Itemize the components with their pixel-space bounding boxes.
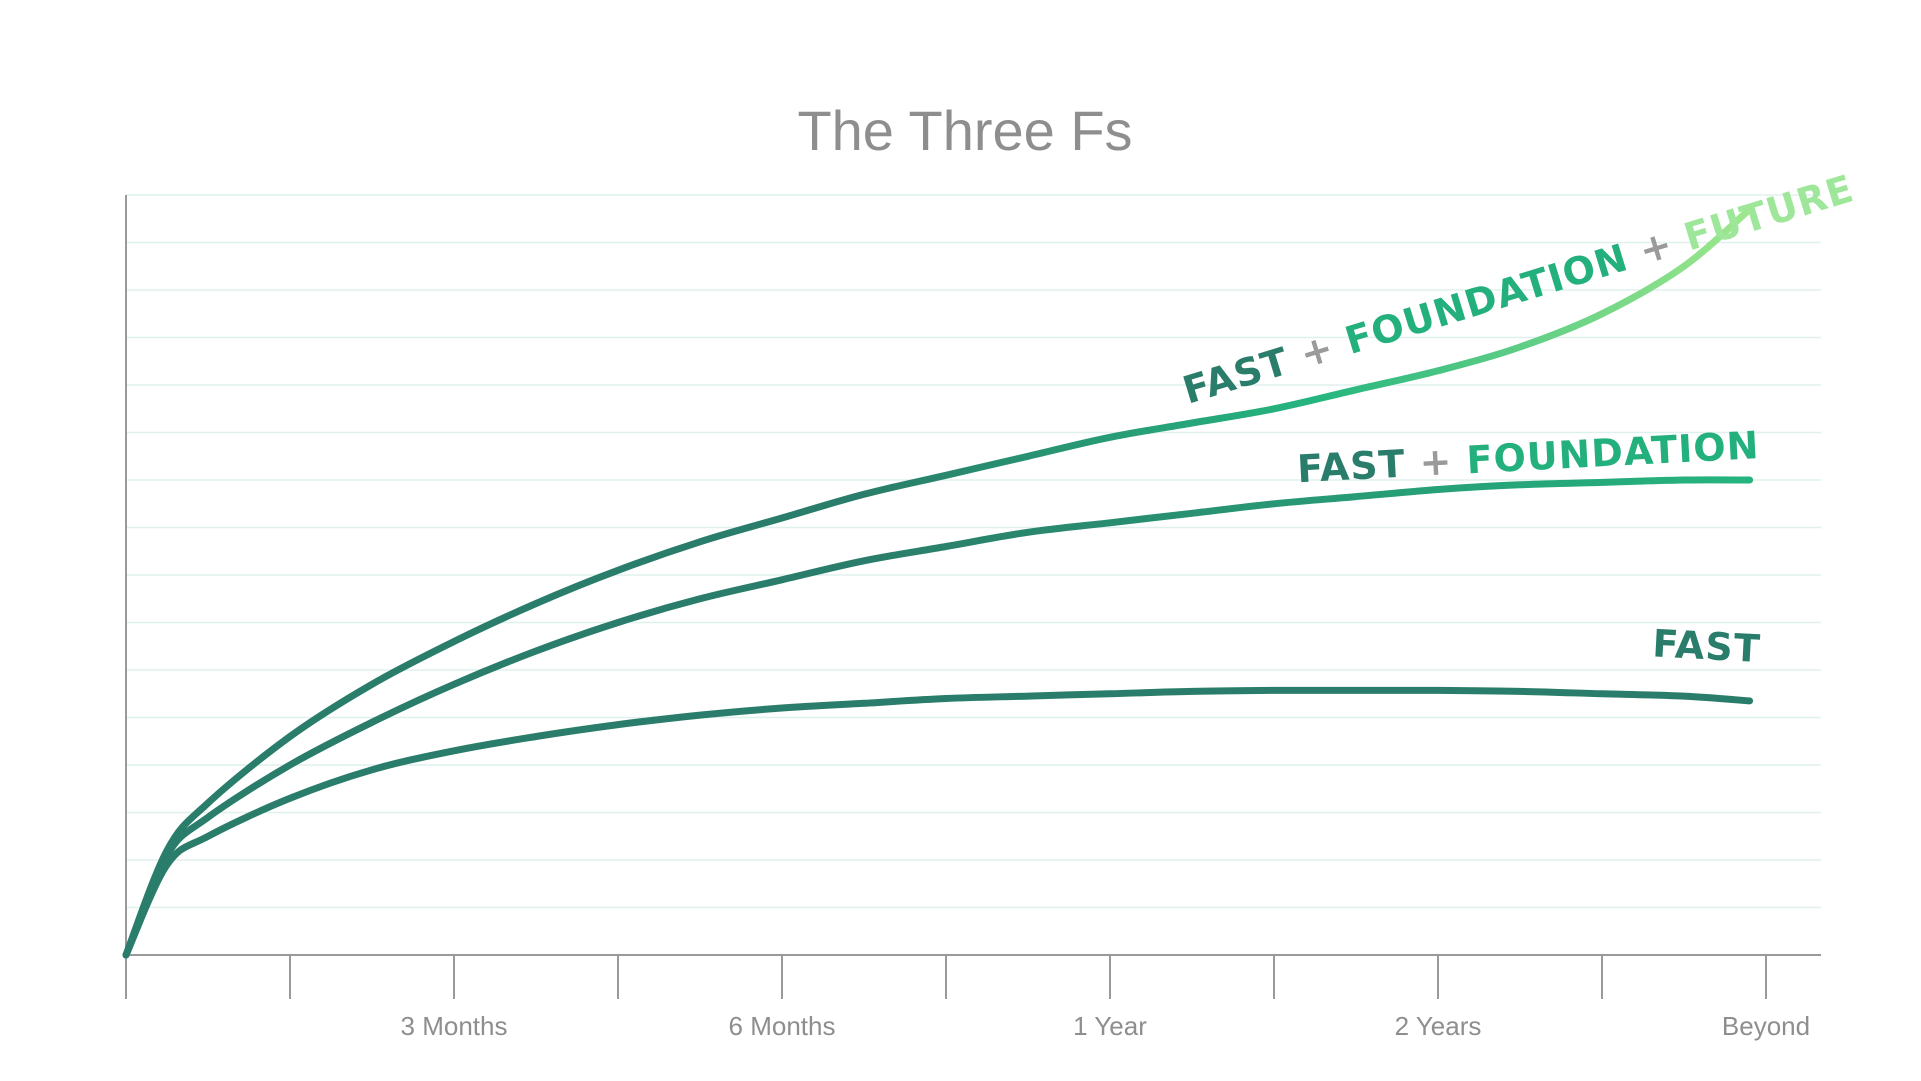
x-tick-label: 3 Months: [401, 1011, 508, 1041]
series-label: FAST: [1651, 621, 1761, 671]
series-line: [122, 205, 1754, 959]
series-line: [122, 476, 1754, 959]
series-label-part: FAST: [1178, 339, 1294, 413]
series-lines: [122, 205, 1754, 959]
x-tick-label: 2 Years: [1395, 1011, 1482, 1041]
x-tick-label: Beyond: [1722, 1011, 1810, 1041]
grid: [126, 194, 1821, 909]
axes: 3 Months 6 Months 1 Year 2 Years Beyond: [125, 195, 1821, 1041]
series-label-part: FAST: [1296, 442, 1406, 492]
series-label-part: FUTURE: [1679, 166, 1859, 259]
series-label-part: +: [1404, 438, 1468, 485]
x-tick-label: 1 Year: [1073, 1011, 1147, 1041]
x-tick-label: 6 Months: [729, 1011, 836, 1041]
chart-title: The Three Fs: [797, 99, 1132, 162]
series-label-part: FAST: [1651, 621, 1761, 671]
series-line: [122, 686, 1754, 959]
series-label-part: FOUNDATION: [1340, 235, 1633, 363]
